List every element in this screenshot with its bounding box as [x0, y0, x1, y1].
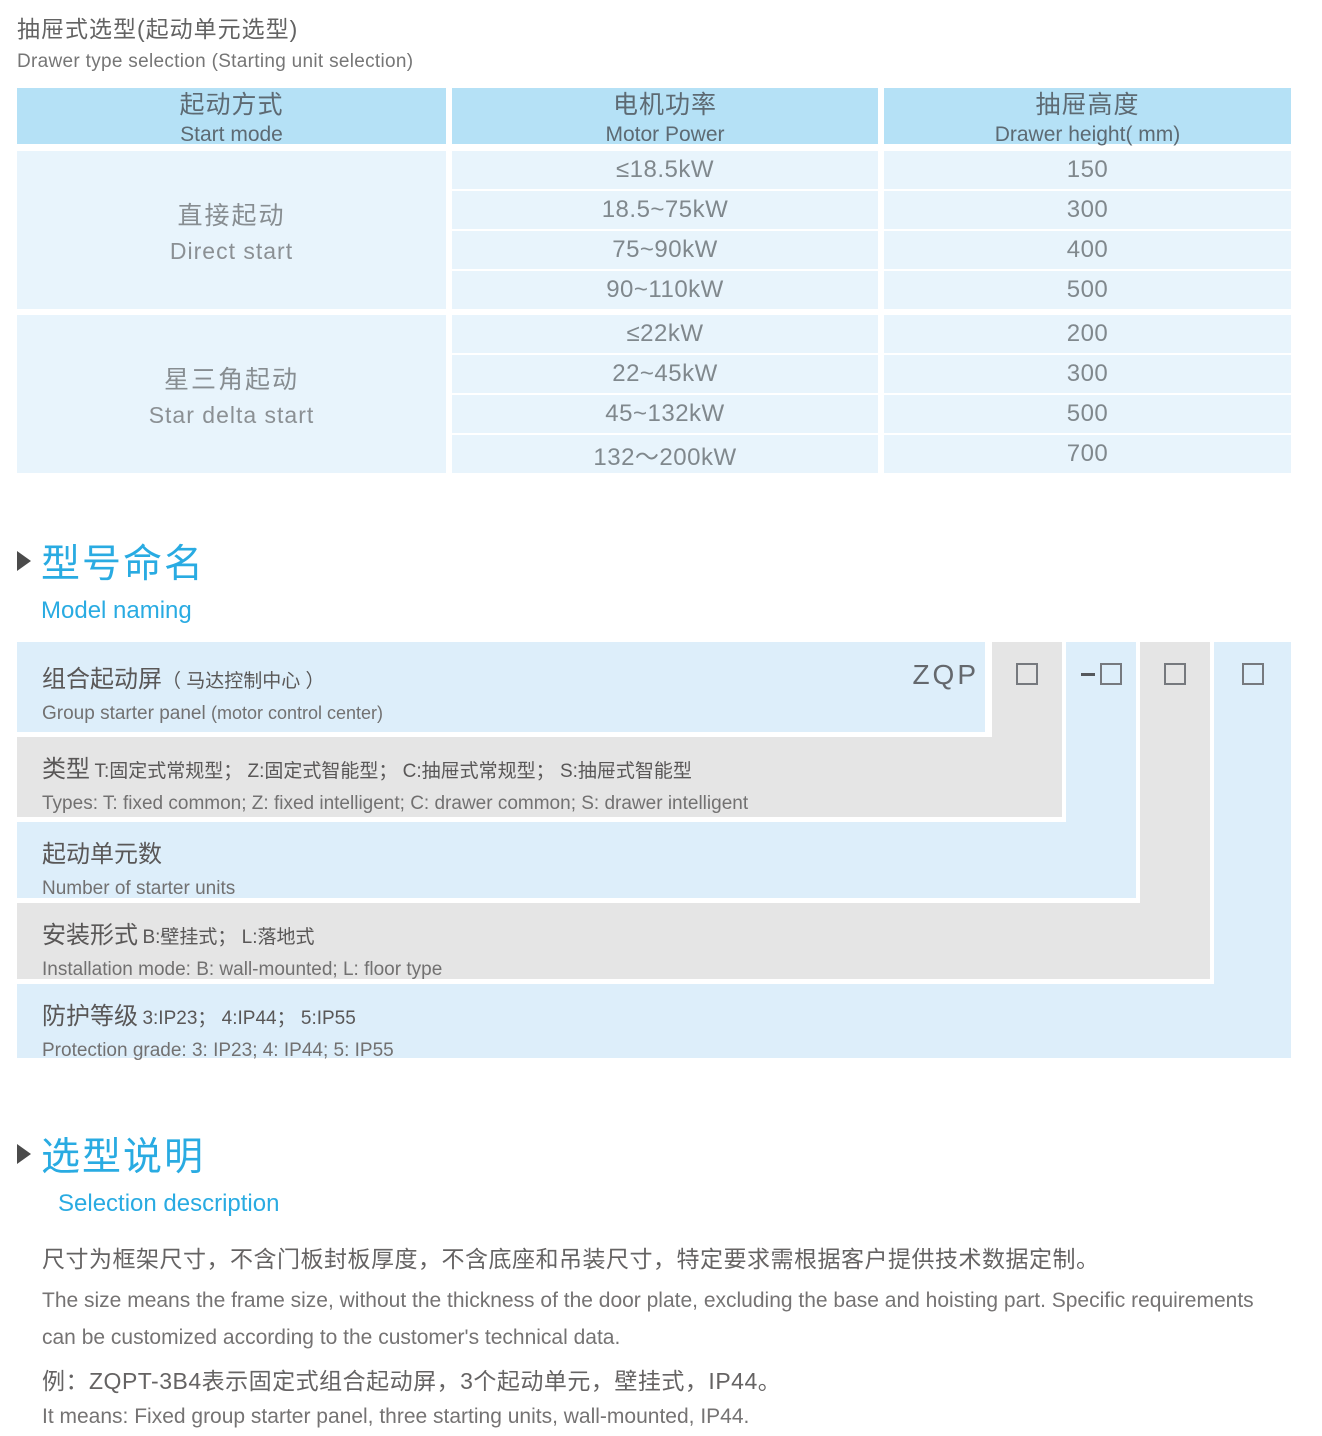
row-label-zh: 类型	[42, 756, 90, 783]
height-cell: 400	[884, 231, 1291, 269]
row-line-zh: 安装形式 B:壁挂式； L:落地式	[42, 915, 1210, 950]
row-label-en: Number of starter units	[42, 878, 236, 899]
mode-label-zh: 直接起动	[177, 201, 286, 230]
page-title-en: Drawer type selection (Starting unit sel…	[17, 51, 414, 72]
model-code-dash-box	[1066, 663, 1136, 685]
row-label-zh-sub: 3:IP23； 4:IP44； 5:IP55	[142, 1008, 356, 1029]
column-header-zh: 电机功率	[612, 91, 717, 119]
row-line-en: Group starter panel (motor control cente…	[42, 703, 985, 725]
row-label-en: Group starter panel	[42, 703, 211, 724]
column-header-en: Start mode	[180, 123, 283, 146]
drawer-selection-table: 起动方式 Start mode 电机功率 Motor Power 抽屉高度 Dr…	[17, 88, 1291, 473]
height-cell: 300	[884, 355, 1291, 393]
height-cell: 300	[884, 191, 1291, 229]
row-protection-grade: 防护等级 3:IP23； 4:IP44； 5:IP55 Protection g…	[17, 984, 1291, 1061]
column-header-zh: 起动方式	[179, 91, 284, 119]
power-cell: ≤18.5kW	[452, 151, 878, 189]
selection-example-zh: 例：ZQPT-3B4表示固定式组合起动屏，3个起动单元，壁挂式，IP44。	[42, 1368, 782, 1394]
column-motor-power: ≤18.5kW 18.5~75kW 75~90kW 90~110kW ≤22kW…	[452, 151, 878, 473]
row-line-zh: 类型 T:固定式常规型； Z:固定式智能型； C:抽屉式常规型； S:抽屉式智能…	[42, 749, 1062, 784]
row-label-zh-sub: T:固定式常规型； Z:固定式智能型； C:抽屉式常规型； S:抽屉式智能型	[94, 761, 692, 782]
selection-example-en: It means: Fixed group starter panel, thr…	[42, 1405, 750, 1428]
model-code-box-icon	[1164, 663, 1186, 685]
row-line-zh: 组合起动屏（ 马达控制中心 ）	[42, 659, 985, 694]
mode-cell-star-delta: 星三角起动 Star delta start	[17, 315, 446, 473]
dash-icon	[1080, 672, 1095, 676]
column-drawer-height: 150 300 400 500 200 300 500 700	[884, 151, 1291, 473]
column-header-drawer-height: 抽屉高度 Drawer height( mm)	[884, 88, 1291, 146]
row-label-en: Installation mode: B: wall-mounted; L: f…	[42, 959, 443, 980]
row-starter-units: 起动单元数 Number of starter units	[17, 822, 1136, 899]
row-label-en: Types: T: fixed common; Z: fixed intelli…	[42, 793, 749, 814]
model-code-box-icon	[1099, 663, 1122, 685]
row-label-en: Protection grade: 3: IP23; 4: IP44; 5: I…	[42, 1040, 394, 1061]
section-selection-description: 选型说明 Selection description 尺寸为框架尺寸，不含门板封…	[17, 1126, 1291, 1429]
row-label-zh: 组合起动屏	[42, 666, 162, 693]
row-label-en-sub: (motor control center)	[210, 703, 384, 723]
section-arrow-icon	[17, 551, 31, 571]
height-cell: 150	[884, 151, 1291, 189]
section-heading: 选型说明	[17, 1126, 1291, 1182]
row-label-zh-sub: （ 马达控制中心 ）	[162, 671, 325, 692]
row-line-zh: 防护等级 3:IP23； 4:IP44； 5:IP55	[42, 996, 1291, 1031]
column-header-start-mode: 起动方式 Start mode	[17, 88, 446, 146]
mode-label-en: Direct start	[169, 237, 294, 264]
section-title-zh: 选型说明	[41, 1136, 206, 1179]
row-types: 类型 T:固定式常规型； Z:固定式智能型； C:抽屉式常规型； S:抽屉式智能…	[17, 737, 1062, 817]
height-cell: 500	[884, 271, 1291, 309]
column-header-en: Motor Power	[605, 123, 725, 146]
height-cell: 500	[884, 395, 1291, 433]
section-title-en: Model naming	[41, 597, 192, 624]
selection-paragraphs: 尺寸为框架尺寸，不含门板封板厚度，不含底座和吊装尺寸，特定要求需根据客户提供技术…	[42, 1240, 1291, 1429]
row-group-starter-panel: 组合起动屏（ 马达控制中心 ） Group starter panel (mot…	[17, 642, 985, 732]
mode-cell-direct-start: 直接起动 Direct start	[17, 151, 446, 309]
model-naming-diagram: 组合起动屏（ 马达控制中心 ） Group starter panel (mot…	[17, 642, 1291, 1061]
power-cell: 132～200kW	[452, 435, 878, 473]
power-cell: 22~45kW	[452, 355, 878, 393]
section-model-naming: 型号命名 Model naming 组合起	[17, 533, 1291, 1061]
model-code-zqp: ZQP	[912, 659, 979, 690]
table-body: 直接起动 Direct start 星三角起动 Star delta start…	[17, 151, 1291, 473]
power-cell: ≤22kW	[452, 315, 878, 353]
selection-para-zh: 尺寸为框架尺寸，不含门板封板厚度，不含底座和吊装尺寸，特定要求需根据客户提供技术…	[42, 1246, 1100, 1272]
page-title-zh: 抽屉式选型(起动单元选型)	[17, 16, 299, 42]
height-cell: 700	[884, 435, 1291, 473]
power-cell: 18.5~75kW	[452, 191, 878, 229]
mode-label-en: Star delta start	[148, 401, 315, 428]
table-header-row: 起动方式 Start mode 电机功率 Motor Power 抽屉高度 Dr…	[17, 88, 1291, 146]
power-cell: 90~110kW	[452, 271, 878, 309]
column-start-mode: 直接起动 Direct start 星三角起动 Star delta start	[17, 151, 446, 473]
column-header-zh: 抽屉高度	[1035, 91, 1140, 119]
column-header-en: Drawer height( mm)	[994, 123, 1181, 146]
section-title-zh: 型号命名	[41, 543, 206, 586]
height-cell: 200	[884, 315, 1291, 353]
column-header-motor-power: 电机功率 Motor Power	[452, 88, 878, 146]
model-code-box-icon	[1241, 663, 1264, 685]
section-title-en: Selection description	[58, 1190, 280, 1217]
model-code-box-icon	[1016, 663, 1038, 685]
power-cell: 75~90kW	[452, 231, 878, 269]
power-cell: 45~132kW	[452, 395, 878, 433]
row-label-zh: 起动单元数	[42, 841, 162, 868]
row-label-zh-sub: B:壁挂式； L:落地式	[142, 927, 315, 948]
selection-para-en: The size means the frame size, without t…	[42, 1289, 1254, 1349]
section-heading: 型号命名	[17, 533, 1291, 589]
mode-label-zh: 星三角起动	[163, 365, 299, 394]
row-label-zh: 防护等级	[42, 1003, 138, 1030]
row-installation-mode: 安装形式 B:壁挂式； L:落地式 Installation mode: B: …	[17, 903, 1210, 980]
row-label-zh: 安装形式	[42, 922, 138, 949]
section-arrow-icon	[17, 1144, 31, 1164]
